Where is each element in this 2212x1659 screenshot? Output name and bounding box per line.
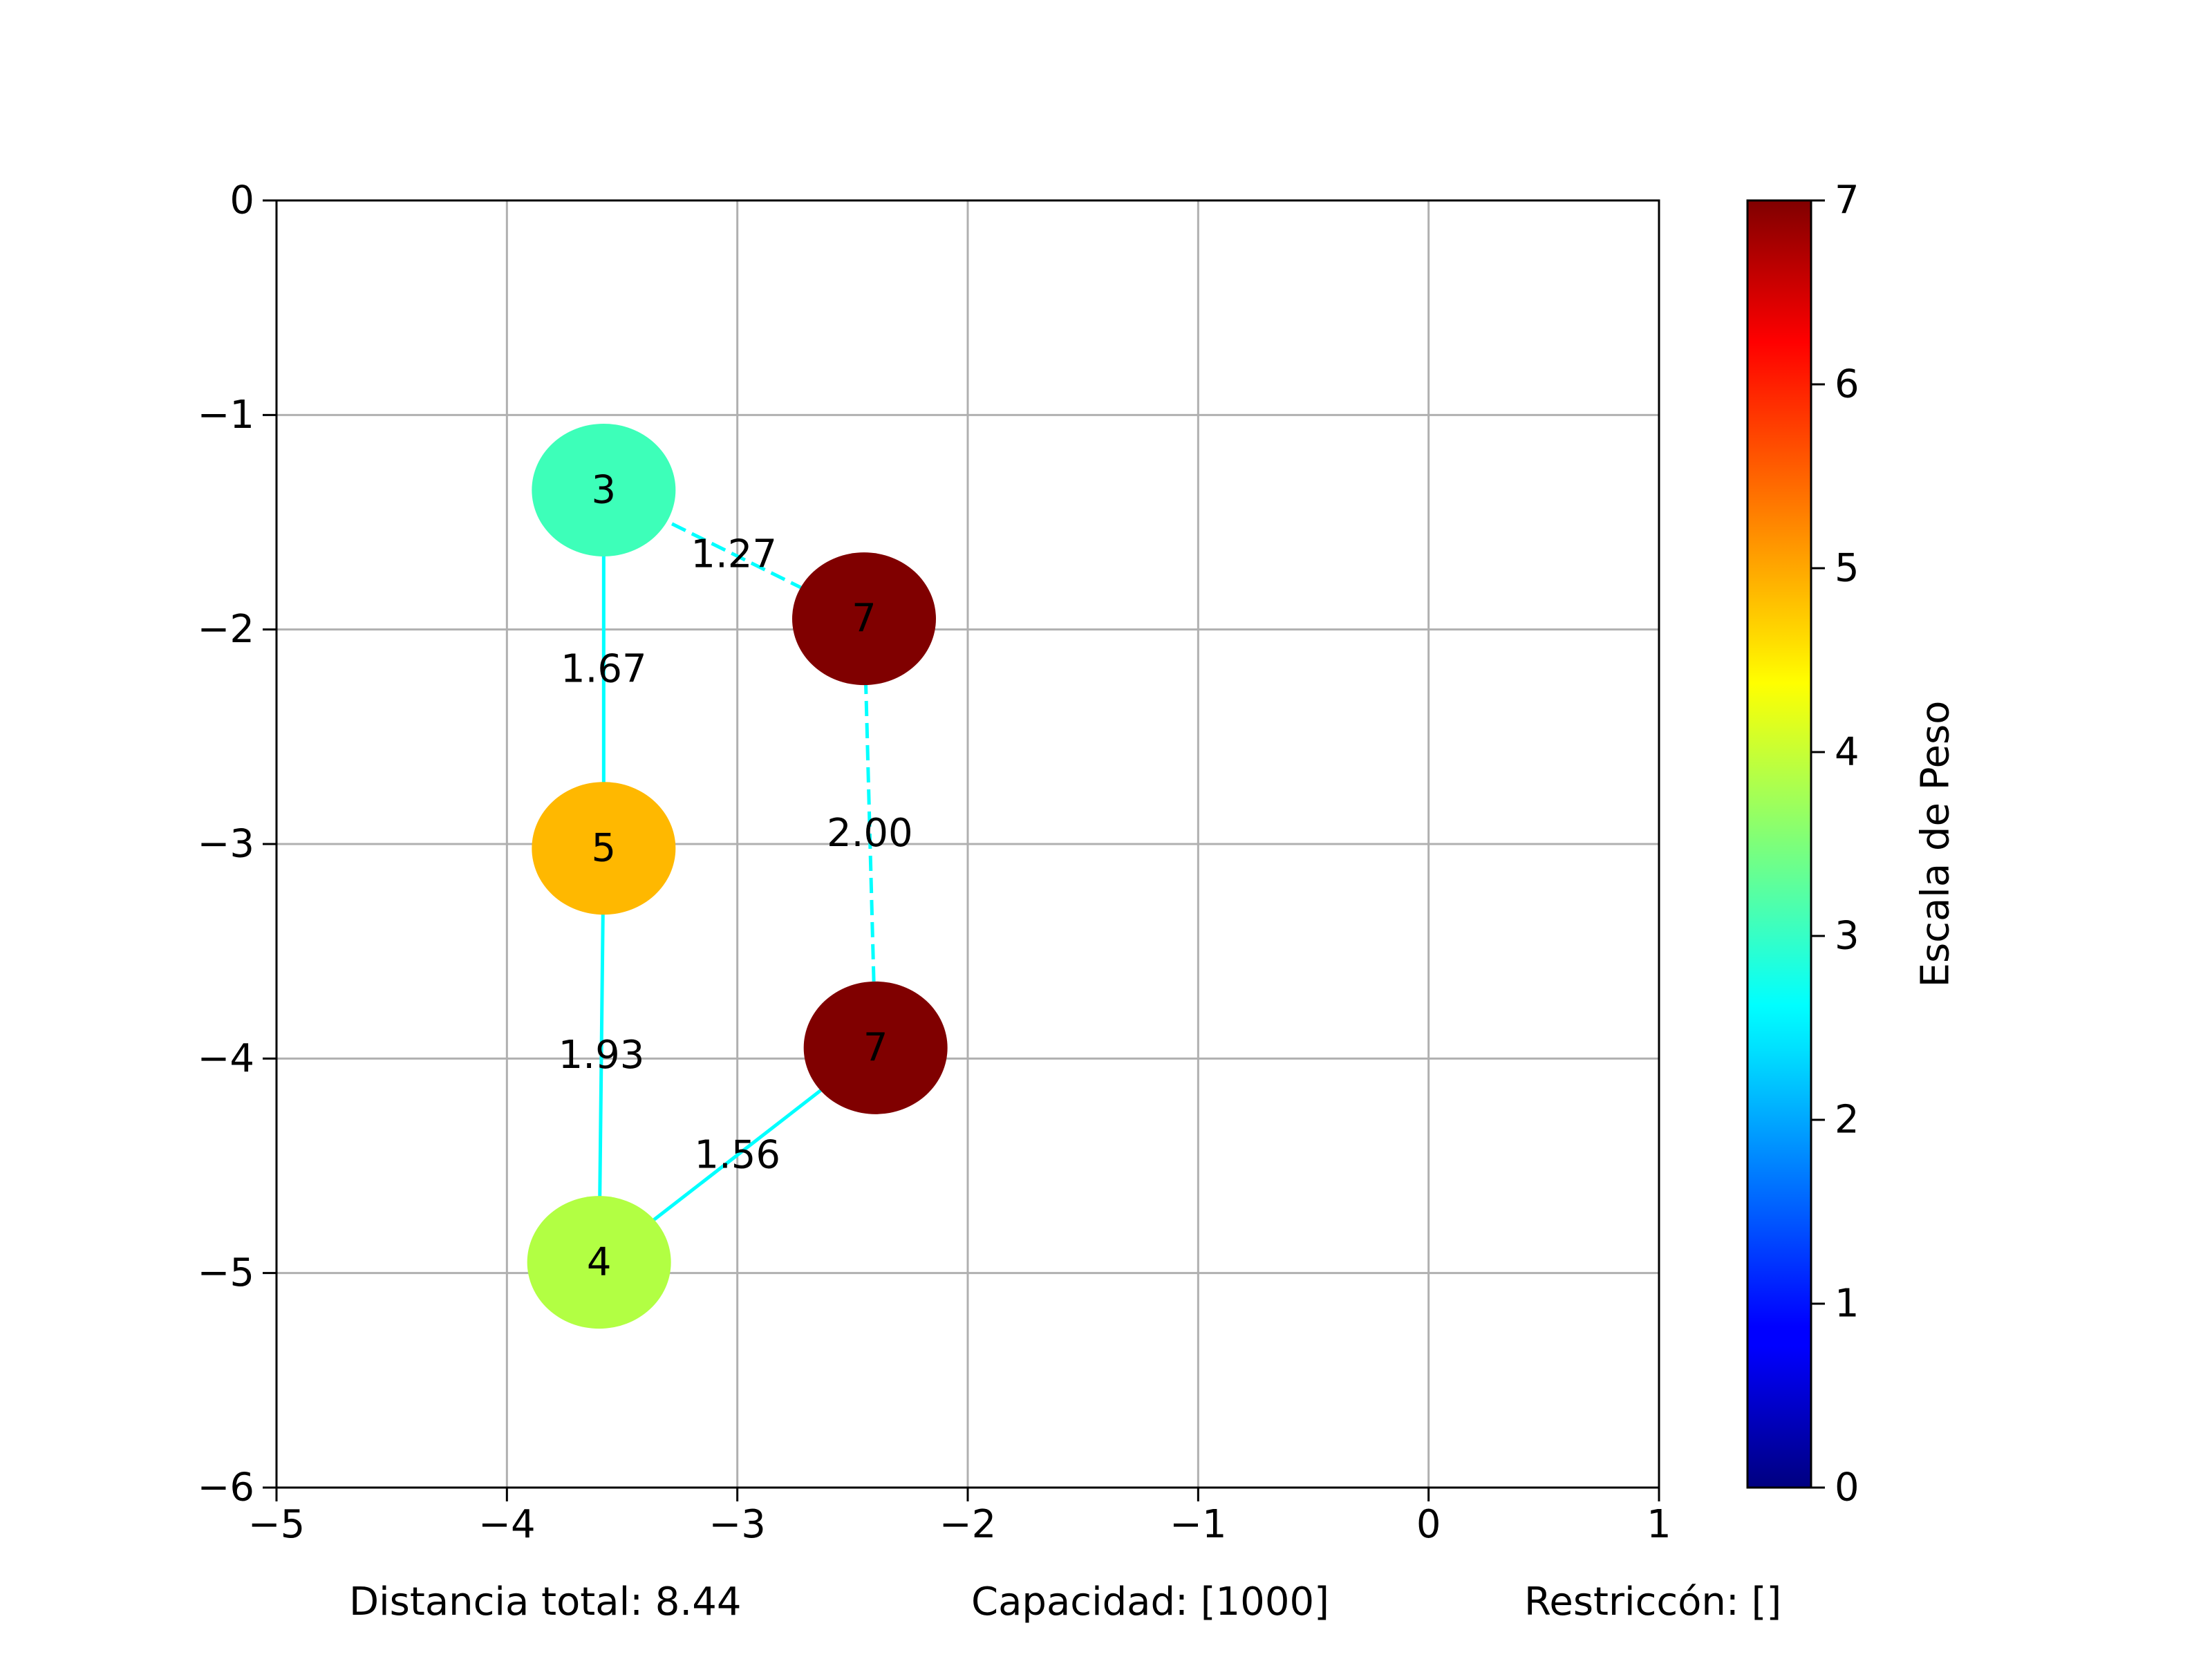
node-weight-label: 5 bbox=[592, 826, 617, 871]
y-tick-label: 0 bbox=[229, 178, 254, 223]
plot-area: 1.27 1.67 1.93 1.56 2.00 3 7 5 7 4 −5 −4 −3 −2 −1 0 1 0 −… bbox=[197, 178, 1671, 1548]
edge-distance-label: 1.56 bbox=[694, 1132, 780, 1177]
colorbar-ticks: 0 1 2 3 4 5 6 7 bbox=[1811, 178, 1859, 1510]
route-node bbox=[792, 552, 936, 686]
colorbar-gradient bbox=[1746, 199, 1812, 1489]
colorbar-tick-label: 6 bbox=[1835, 362, 1859, 407]
capacity-text: Capacidad: [1000] bbox=[971, 1580, 1329, 1624]
edge-distance-label: 1.93 bbox=[559, 1033, 645, 1078]
edge-distance-label: 1.27 bbox=[691, 532, 777, 577]
footer: Distancia total: 8.44 Capacidad: [1000] … bbox=[349, 1580, 1781, 1624]
route-nodes bbox=[527, 423, 948, 1329]
grid-lines bbox=[275, 199, 1660, 1489]
edge-distance-label: 2.00 bbox=[827, 811, 913, 856]
node-weight-label: 7 bbox=[863, 1025, 888, 1070]
y-tick-label: −5 bbox=[197, 1250, 254, 1295]
x-tick-label: −3 bbox=[709, 1502, 766, 1547]
edge-distance-labels: 1.27 1.67 1.93 1.56 2.00 3 7 5 7 4 bbox=[559, 467, 913, 1284]
colorbar-tick-label: 7 bbox=[1835, 178, 1859, 223]
colorbar-tick-label: 5 bbox=[1835, 546, 1859, 591]
colorbar: 0 1 2 3 4 5 6 7 Escala de Peso bbox=[1746, 178, 1958, 1510]
route-node bbox=[532, 423, 676, 556]
x-tick-label: −1 bbox=[1170, 1502, 1227, 1547]
y-tick-label: −1 bbox=[197, 393, 254, 438]
total-distance-text: Distancia total: 8.44 bbox=[349, 1580, 742, 1624]
colorbar-label: Escala de Peso bbox=[1913, 701, 1958, 988]
y-tick-label: −2 bbox=[197, 607, 254, 652]
x-tick-label: −5 bbox=[248, 1502, 306, 1547]
edge-distance-label: 1.67 bbox=[561, 647, 647, 692]
axis-ticks: −5 −4 −3 −2 −1 0 10−1−2−3−4−5−6 bbox=[197, 178, 1671, 1548]
node-weight-label: 7 bbox=[852, 597, 877, 641]
x-tick-label: 1 bbox=[1647, 1502, 1671, 1547]
x-tick-label: −2 bbox=[939, 1502, 997, 1547]
colorbar-tick-label: 0 bbox=[1835, 1465, 1859, 1510]
colorbar-tick-label: 2 bbox=[1835, 1098, 1859, 1143]
y-tick-label: −6 bbox=[197, 1465, 254, 1510]
x-tick-label: −4 bbox=[478, 1502, 536, 1547]
node-weight-label: 3 bbox=[592, 467, 617, 512]
colorbar-tick-label: 3 bbox=[1835, 914, 1859, 959]
colorbar-tick-label: 1 bbox=[1835, 1282, 1859, 1327]
restriction-text: Restriccón: [] bbox=[1524, 1580, 1781, 1624]
route-node bbox=[803, 981, 948, 1114]
y-tick-label: −4 bbox=[197, 1036, 254, 1081]
route-node bbox=[527, 1196, 671, 1329]
colorbar-tick-label: 4 bbox=[1835, 730, 1859, 775]
route-edge bbox=[589, 848, 610, 1250]
x-tick-label: 0 bbox=[1416, 1502, 1441, 1547]
y-tick-label: −3 bbox=[197, 822, 254, 867]
node-weight-label: 4 bbox=[587, 1240, 612, 1285]
route-node bbox=[532, 782, 676, 915]
route-edge bbox=[854, 632, 878, 1048]
